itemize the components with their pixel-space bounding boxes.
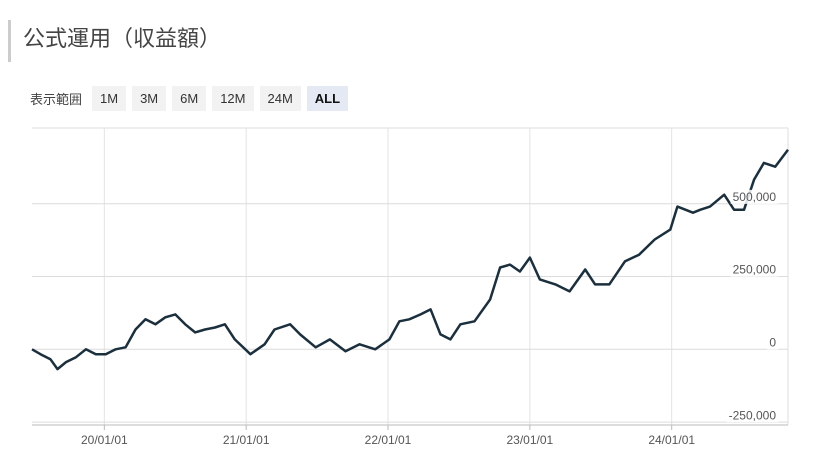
range-label: 表示範囲 (30, 92, 83, 107)
y-tick-label: -250,000 (729, 408, 777, 422)
x-tick-label: 21/01/01 (223, 433, 270, 447)
range-button[interactable]: 3M (132, 86, 167, 111)
y-tick-label: 0 (769, 335, 776, 349)
range-button[interactable]: 24M (259, 86, 301, 111)
range-button[interactable]: 1M (92, 86, 127, 111)
range-button[interactable]: 12M (212, 86, 254, 111)
y-tick-label: 250,000 (733, 263, 777, 277)
range-selector: 表示範囲 1M 3M 6M 12M 24M ALL (30, 86, 349, 111)
label-bg (730, 262, 779, 277)
title: 公式運用（収益額） (8, 20, 221, 62)
label-bg (726, 408, 779, 423)
label-bg (730, 189, 779, 204)
x-tick-label: 23/01/01 (506, 433, 553, 447)
x-tick-label: 22/01/01 (365, 433, 412, 447)
range-button[interactable]: 6M (172, 86, 207, 111)
line-series (31, 149, 789, 371)
range-button[interactable]: ALL (306, 86, 349, 111)
y-tick-label: 500,000 (733, 190, 777, 204)
x-tick-label: 24/01/01 (648, 433, 695, 447)
label-bg (767, 335, 779, 350)
x-tick-label: 20/01/01 (81, 433, 128, 447)
